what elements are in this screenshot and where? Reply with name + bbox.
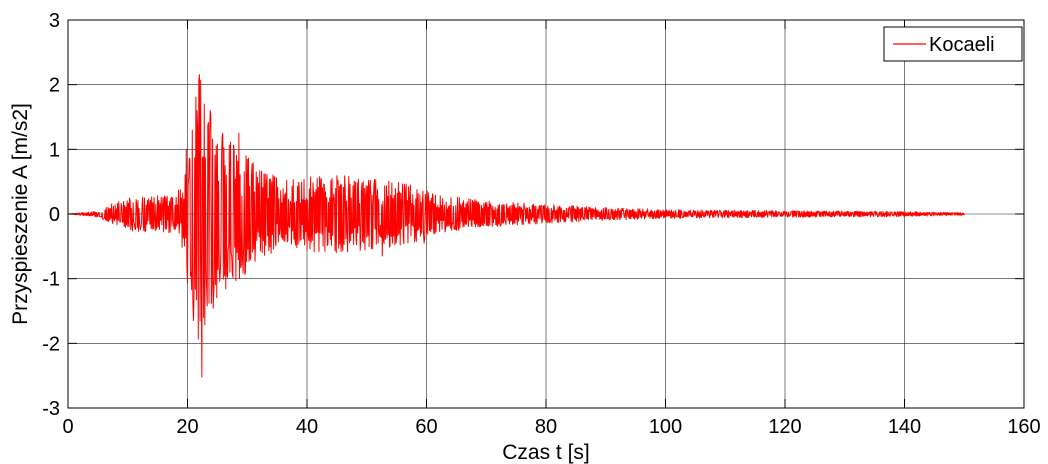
y-tick-label: -2 [42, 333, 60, 355]
x-tick-labels: 0 20 40 60 80 100 120 140 160 [62, 416, 1040, 438]
series-group [67, 74, 965, 378]
series-line-kocaeli [67, 74, 965, 378]
y-tick-label: -3 [42, 398, 60, 420]
x-tick-label: 0 [62, 416, 73, 438]
x-tick-label: 80 [535, 416, 557, 438]
y-tick-label: 1 [49, 139, 60, 161]
x-tick-label: 60 [415, 416, 437, 438]
ticks [67, 19, 1025, 409]
legend-entry-label: Kocaeli [929, 34, 995, 56]
legend: Kocaeli [883, 26, 1023, 62]
x-tick-label: 140 [888, 416, 921, 438]
x-axis-label: Czas t [s] [502, 441, 590, 464]
x-tick-label: 20 [176, 416, 198, 438]
x-tick-label: 160 [1007, 416, 1040, 438]
y-tick-label: 2 [49, 75, 60, 97]
y-axis-label: Przyspieszenie A [m/s2] [9, 103, 32, 325]
y-tick-labels: -3 -2 -1 0 1 2 3 [42, 10, 60, 420]
y-tick-label: 3 [49, 10, 60, 32]
y-tick-label: -1 [42, 269, 60, 291]
x-tick-label: 40 [296, 416, 318, 438]
y-tick-label: 0 [49, 204, 60, 226]
x-tick-label: 120 [768, 416, 801, 438]
x-tick-label: 100 [649, 416, 682, 438]
